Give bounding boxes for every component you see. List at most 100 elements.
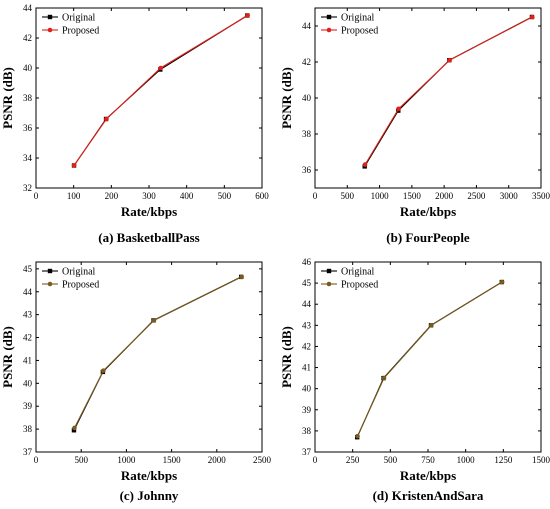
legend-label: Proposed [62,280,99,291]
data-point-proposed [239,274,244,280]
x-axis-label: Rate/kbps [121,204,177,219]
plot-frame [35,261,263,453]
legend-label: Proposed [341,280,378,291]
x-tick-label: 500 [384,455,398,465]
plot-frame [314,261,542,453]
x-tick-label: 1500 [532,455,550,465]
legend-label: Proposed [341,26,378,37]
data-point-proposed [362,162,368,167]
data-point-proposed [104,116,109,122]
y-tick-label: 44 [23,287,33,297]
y-tick-label: 36 [302,165,312,175]
y-tick-label: 41 [302,363,311,373]
x-tick-label: 300 [142,191,156,201]
x-tick-label: 400 [180,191,194,201]
x-tick-label: 3000 [500,191,519,201]
y-tick-label: 44 [23,3,33,13]
y-tick-label: 43 [23,310,33,320]
legend-label: Original [341,267,375,278]
x-tick-label: 500 [341,191,355,201]
y-tick-label: 39 [302,405,312,415]
series-line-proposed [364,16,533,165]
y-tick-label: 45 [23,264,33,274]
y-tick-label: 38 [23,424,33,434]
x-tick-label: 1250 [494,455,513,465]
y-tick-label: 36 [23,123,33,133]
y-tick-label: 40 [23,378,33,388]
y-tick-label: 45 [302,278,312,288]
series-line-original [73,276,242,431]
y-tick-label: 41 [23,355,32,365]
y-axis-label: PSNR (dB) [0,67,15,129]
x-tick-label: 250 [346,455,360,465]
y-axis-label: PSNR (dB) [279,326,294,388]
data-point-proposed [72,425,77,431]
y-tick-label: 38 [302,129,312,139]
chart-panel-3: 0 500 1000 1500 2000 2500 37 38 39 40 41 42 43 44 45 Ra… [0,261,272,503]
legend-marker [47,281,53,287]
series-line-original [73,15,248,166]
chart-caption: (d) KristenAndSara [373,488,484,503]
y-tick-label: 44 [302,299,312,309]
x-tick-label: 2500 [467,191,486,201]
y-tick-label: 37 [302,447,312,457]
y-tick-label: 46 [302,257,312,267]
chart-caption: (b) FourPeople [386,230,470,245]
data-point-proposed [245,13,250,18]
legend-marker [47,27,53,33]
x-tick-label: 0 [313,455,318,465]
legend-marker [326,268,332,274]
y-tick-label: 34 [23,153,33,163]
x-tick-label: 500 [218,191,232,201]
chart-panel-2: 0 500 1000 1500 2000 2500 3000 3500 36 38 40 42 44 Ra… [279,7,550,245]
y-tick-label: 39 [23,401,33,411]
x-tick-label: 1500 [403,191,422,201]
x-tick-label: 500 [74,455,88,465]
data-point-proposed [355,433,360,439]
y-tick-label: 38 [302,426,312,436]
y-tick-label: 40 [23,63,33,73]
y-tick-label: 37 [23,447,33,457]
x-tick-label: 1000 [117,455,136,465]
data-point-proposed [158,65,163,71]
x-tick-label: 1000 [457,455,476,465]
x-tick-label: 1500 [163,455,182,465]
data-point-proposed [529,14,535,20]
x-tick-label: 1000 [371,191,390,201]
legend-label: Original [62,267,96,278]
chart-panel-4: 0 250 500 750 1000 1250 1500 37 38 39 40 41 42 43 44 45… [279,257,550,503]
legend-marker [326,14,332,20]
legend-label: Original [341,13,375,24]
y-tick-label: 42 [23,333,32,343]
legend-marker [47,268,53,274]
data-point-proposed [447,57,452,63]
x-tick-label: 2000 [208,455,227,465]
series-line-proposed [73,276,242,429]
x-tick-label: 2500 [253,455,272,465]
x-tick-label: 100 [67,191,81,201]
x-tick-label: 2000 [435,191,454,201]
x-axis-label: Rate/kbps [400,468,456,483]
data-point-proposed [101,368,106,374]
x-axis-label: Rate/kbps [121,468,177,483]
chart-caption: (a) BasketballPass [98,230,199,245]
legend-marker [326,27,332,33]
y-tick-label: 42 [23,33,32,43]
data-point-proposed [429,323,434,328]
x-tick-label: 750 [421,455,435,465]
x-tick-label: 3500 [532,191,550,201]
y-tick-label: 42 [302,57,311,67]
legend-marker [326,281,332,287]
chart-panel-1: 0 100 200 300 400 500 600 32 34 36 38 40 42 44 Rate/kb… [0,3,269,245]
series-line-proposed [73,15,248,166]
y-tick-label: 44 [302,21,312,31]
y-axis-label: PSNR (dB) [279,67,294,129]
chart-caption: (c) Johnny [120,488,179,503]
y-axis-label: PSNR (dB) [0,326,15,388]
legend-label: Original [62,13,96,24]
series-line-original [364,16,533,167]
data-point-proposed [381,375,387,381]
legend-marker [47,14,53,20]
y-tick-label: 42 [302,341,311,351]
